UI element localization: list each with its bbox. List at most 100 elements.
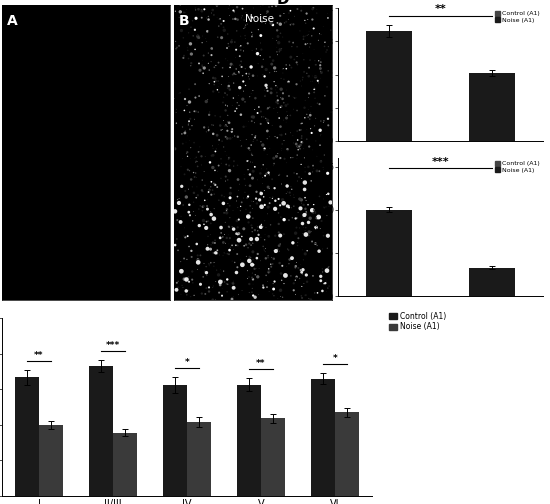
Text: **: ** <box>256 359 266 368</box>
Bar <box>15 377 39 496</box>
Point <box>265 199 274 207</box>
Point <box>189 198 198 206</box>
Point <box>278 33 287 41</box>
Point <box>218 292 227 300</box>
Bar <box>469 73 515 141</box>
Point <box>270 154 278 162</box>
Point <box>270 64 279 72</box>
Point <box>247 63 256 71</box>
Point <box>225 1 234 9</box>
Point <box>263 127 272 135</box>
Point <box>324 282 333 290</box>
Point <box>300 114 309 122</box>
Point <box>178 140 187 148</box>
Point <box>189 208 198 216</box>
Point <box>267 84 276 92</box>
Point <box>194 5 203 13</box>
Point <box>186 115 195 123</box>
Point <box>249 198 258 206</box>
Point <box>240 170 249 178</box>
Point <box>233 231 242 239</box>
Point <box>224 250 233 258</box>
Point <box>296 204 305 212</box>
Point <box>223 44 232 52</box>
Point <box>252 254 261 262</box>
Point <box>207 178 216 186</box>
Point <box>218 73 227 81</box>
Point <box>301 163 310 171</box>
Point <box>267 19 276 27</box>
Point <box>211 181 219 189</box>
Point <box>297 134 306 142</box>
Point <box>190 189 199 197</box>
Point <box>229 162 238 170</box>
Point <box>292 224 301 232</box>
Point <box>219 116 228 124</box>
Point <box>194 108 203 116</box>
Point <box>234 186 243 195</box>
Point <box>214 58 223 67</box>
Point <box>282 118 290 126</box>
Point <box>285 38 294 46</box>
Point <box>300 17 309 25</box>
Point <box>191 80 200 88</box>
Point <box>283 202 292 210</box>
Point <box>266 194 274 202</box>
Point <box>248 117 256 125</box>
Point <box>285 188 294 197</box>
Point <box>197 6 206 14</box>
Point <box>295 27 304 35</box>
Point <box>299 229 307 237</box>
Point <box>309 25 318 33</box>
Point <box>219 251 228 260</box>
Point <box>202 37 211 45</box>
Point <box>277 75 285 83</box>
Point <box>184 185 193 193</box>
Point <box>301 40 310 48</box>
Point <box>273 294 282 302</box>
Point <box>243 144 251 152</box>
Point <box>217 229 226 237</box>
Point <box>202 284 211 292</box>
Point <box>222 234 231 242</box>
Point <box>310 88 318 96</box>
Point <box>276 292 285 300</box>
Point <box>203 245 212 253</box>
Point <box>318 228 327 236</box>
Point <box>324 263 333 271</box>
Point <box>228 134 237 142</box>
Bar <box>366 210 412 296</box>
Point <box>316 74 325 82</box>
Point <box>192 36 201 44</box>
Point <box>274 241 283 249</box>
Point <box>186 23 195 31</box>
Point <box>321 38 329 46</box>
Point <box>185 278 194 286</box>
Point <box>240 188 249 197</box>
Point <box>194 256 202 264</box>
Point <box>172 286 181 294</box>
Point <box>200 220 208 228</box>
Point <box>299 256 307 264</box>
Point <box>229 245 238 254</box>
Point <box>185 242 194 250</box>
Point <box>261 247 270 256</box>
Point <box>278 95 287 103</box>
Point <box>297 292 306 300</box>
Point <box>202 263 211 271</box>
Point <box>255 103 263 111</box>
Point <box>324 67 333 75</box>
Point <box>275 48 284 56</box>
Point <box>254 250 262 258</box>
Point <box>284 260 293 268</box>
Point <box>181 233 190 241</box>
Point <box>216 122 225 130</box>
Point <box>293 136 302 144</box>
Point <box>229 79 238 87</box>
Point <box>308 146 317 154</box>
Point <box>209 87 218 95</box>
Point <box>221 101 230 109</box>
Point <box>302 110 311 118</box>
Point <box>316 131 325 139</box>
Point <box>182 138 190 146</box>
